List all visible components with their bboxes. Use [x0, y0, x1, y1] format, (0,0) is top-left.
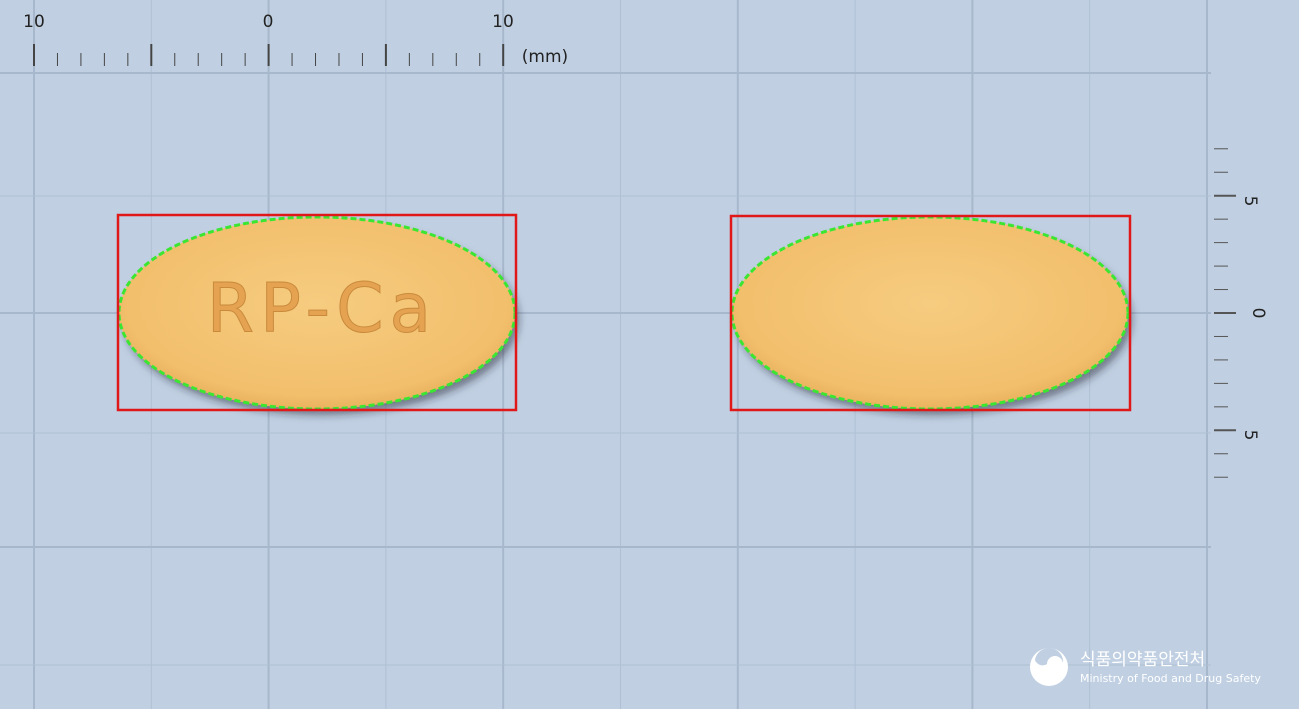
ruler-label: 10: [492, 12, 514, 32]
pill-back: [732, 217, 1128, 409]
ruler-label: 0: [263, 12, 274, 32]
ruler-label: 10: [23, 12, 45, 32]
pill-imprint: RP-Ca: [207, 270, 437, 349]
ruler-unit: (mm): [522, 47, 568, 67]
bounding-box: [116, 213, 518, 412]
rulers: [33, 44, 1236, 478]
logo-swirl: [1035, 647, 1064, 666]
ruler-label: 5: [1240, 196, 1260, 207]
ruler-label: 5: [1240, 430, 1260, 441]
logo-korean: 식품의약품안전처: [1080, 650, 1205, 670]
bounding-box: [729, 214, 1132, 412]
pill-front: [119, 217, 515, 409]
ruler-label: 0: [1248, 308, 1268, 319]
logo-english: Ministry of Food and Drug Safety: [1080, 672, 1261, 685]
